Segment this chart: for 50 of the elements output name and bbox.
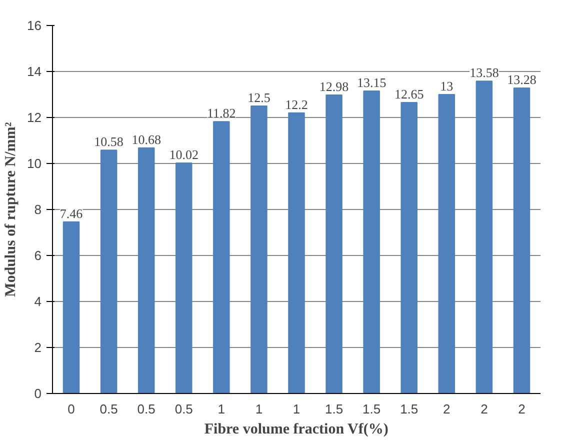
bar bbox=[138, 147, 155, 394]
data-label: 10.02 bbox=[169, 147, 199, 162]
y-tick-label: 16 bbox=[27, 18, 42, 33]
x-tick-label: 0.5 bbox=[100, 402, 118, 416]
bar bbox=[438, 94, 456, 394]
x-tick-label: 1.5 bbox=[325, 402, 344, 416]
x-tick-label: 1 bbox=[218, 402, 226, 416]
x-tick-label: 0.5 bbox=[137, 402, 156, 416]
data-label: 12.65 bbox=[394, 86, 424, 102]
data-label: 12.2 bbox=[285, 96, 308, 112]
x-tick-label: 2 bbox=[443, 402, 450, 416]
x-tick-label: 0.5 bbox=[174, 402, 193, 416]
data-label: 10.58 bbox=[94, 134, 124, 150]
data-label: 13.58 bbox=[470, 65, 499, 80]
data-label: 11.82 bbox=[207, 106, 236, 121]
x-tick-label: 2 bbox=[518, 402, 526, 416]
y-tick-label: 6 bbox=[34, 248, 42, 263]
x-tick-label: 2 bbox=[480, 402, 488, 416]
y-tick-label: 10 bbox=[27, 156, 42, 171]
x-axis-title: Fibre volume fraction Vf(%) bbox=[204, 422, 388, 438]
bar bbox=[176, 162, 192, 394]
data-label: 12.5 bbox=[248, 90, 270, 105]
x-tick-label: 1 bbox=[255, 402, 263, 416]
x-tick-label: 1 bbox=[292, 402, 300, 416]
data-label: 7.46 bbox=[60, 206, 84, 221]
bar bbox=[100, 150, 118, 394]
bar bbox=[476, 80, 493, 394]
bar bbox=[288, 112, 305, 394]
y-tick-label: 2 bbox=[34, 340, 42, 355]
y-tick-label: 0 bbox=[34, 386, 42, 401]
data-label: 12.98 bbox=[319, 78, 349, 94]
data-label: 13.15 bbox=[356, 75, 386, 90]
bar bbox=[363, 90, 380, 394]
data-label: 10.68 bbox=[132, 132, 161, 147]
x-tick-label: 0 bbox=[68, 402, 75, 416]
bar bbox=[250, 106, 268, 394]
bar bbox=[62, 221, 80, 394]
bar bbox=[326, 94, 342, 394]
y-tick-label: 12 bbox=[27, 110, 42, 125]
data-label: 13 bbox=[440, 78, 454, 94]
bar bbox=[400, 102, 418, 394]
y-axis-title: Modulus of rupture N/mm² bbox=[3, 122, 20, 297]
y-tick-label: 14 bbox=[27, 64, 42, 79]
y-tick-label: 8 bbox=[34, 202, 42, 217]
data-label: 13.28 bbox=[507, 72, 536, 88]
bar bbox=[513, 88, 530, 394]
bar bbox=[213, 121, 230, 394]
x-tick-label: 1.5 bbox=[400, 402, 418, 416]
x-tick-label: 1.5 bbox=[362, 402, 381, 416]
y-tick-label: 4 bbox=[34, 294, 42, 309]
